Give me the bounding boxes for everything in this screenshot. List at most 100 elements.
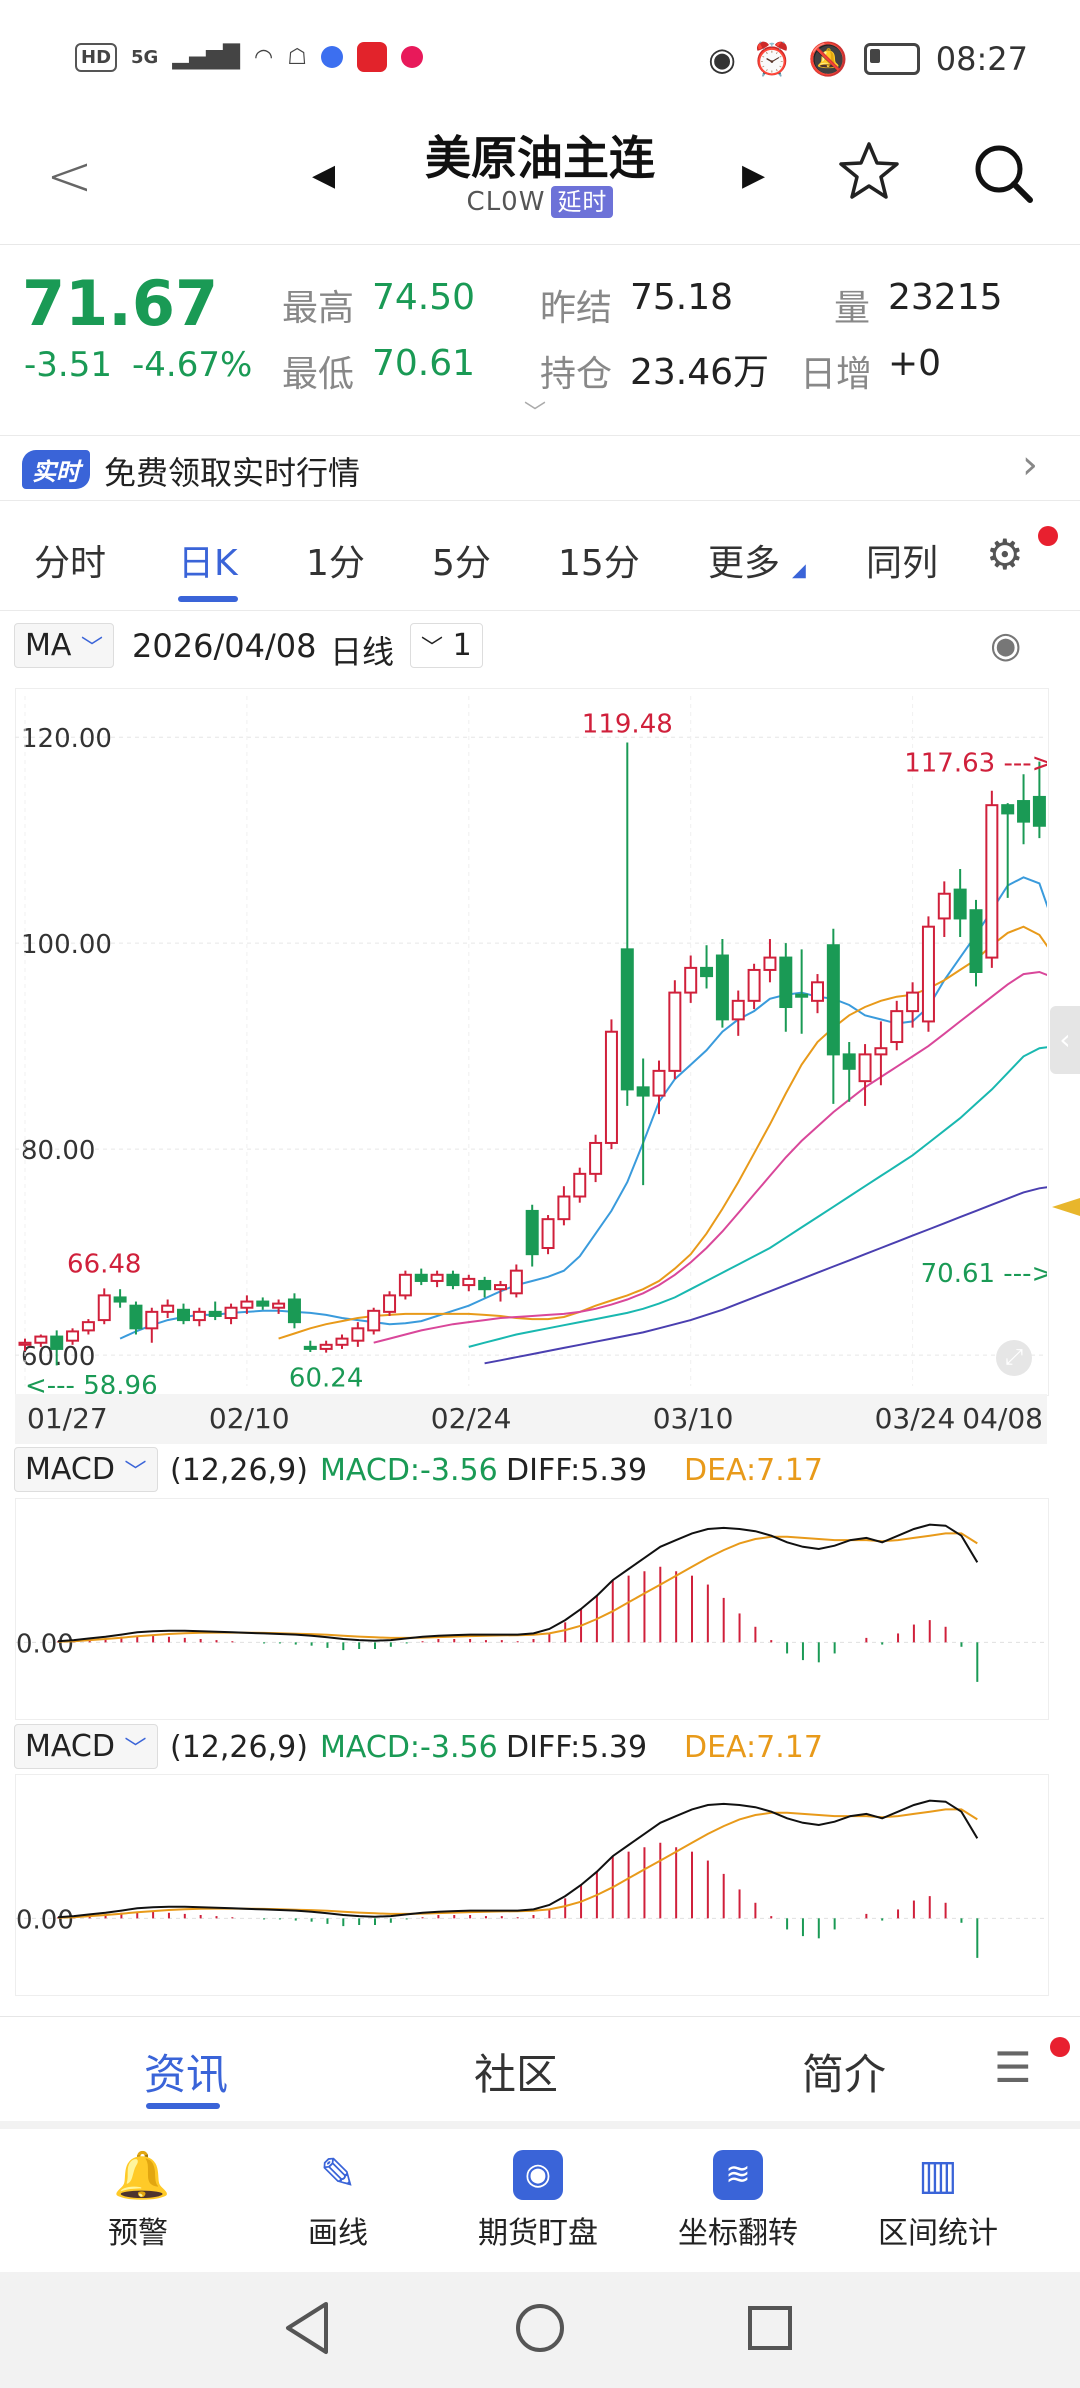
candle [208,1301,222,1321]
candle [287,1293,301,1329]
search-icon[interactable] [972,142,1034,204]
expand-icon[interactable]: ﹀ [524,401,547,426]
candle-body [367,1309,381,1332]
nav-home-icon[interactable] [514,2302,566,2354]
alarm-icon: ⏰ [752,40,792,78]
back-icon[interactable]: < [46,144,93,209]
tab-intraday[interactable]: 分时 [34,543,107,584]
candle-body [145,1310,159,1330]
candle-body [256,1300,270,1307]
candle [668,980,682,1080]
tool-flip[interactable]: ≋ 坐标翻转 [658,2150,818,2252]
candle-body [842,1053,856,1070]
quote-panel: 71.67 -3.51 -4.67% 最高 74.50 最低 70.61 昨结 … [0,245,1080,436]
candle [890,1000,904,1051]
macd-select-2[interactable]: MACD ﹀ [14,1724,158,1769]
app-icon-blue [320,46,343,68]
macd-select-1[interactable]: MACD ﹀ [14,1447,158,1492]
ma-line [119,876,1047,1340]
diff-label: DIFF: [506,1730,581,1765]
kline-chart[interactable]: 120.00100.0080.0060.0066.48119.4860.24<-… [15,688,1047,1394]
chevron-down-icon: ﹀ [124,1737,147,1762]
tool-alert[interactable]: 🔔 预警 [58,2150,218,2252]
notification-dot [1050,2037,1070,2057]
candle [113,1289,127,1308]
tab-community[interactable]: 社区 [474,2050,559,2099]
eye-icon[interactable]: ◉ [990,625,1022,666]
candle-body [715,954,729,1021]
fullscreen-icon[interactable]: ⤢ [996,1340,1032,1376]
candle [795,949,809,1034]
menu-icon[interactable]: ☰ [994,2043,1032,2092]
candle [66,1328,80,1345]
candle-body [906,991,920,1013]
diff-line [57,1523,979,1643]
macd-name: MACD [25,1452,115,1487]
candle [525,1204,539,1267]
candle-body [398,1273,412,1297]
candle [272,1299,286,1314]
price-marker [1052,1198,1080,1216]
header: < ◀ 美原油主连 CL0W 延时 ▶ [0,120,1080,245]
candle [858,1044,872,1106]
candle [937,881,951,937]
prev-settle-label: 昨结 [540,288,613,329]
star-icon[interactable] [838,140,900,202]
realtime-promo[interactable]: 实时 免费领取实时行情 › [0,436,1080,501]
candle-body [383,1294,397,1313]
x-axis: 01/27 02/10 02/24 03/10 03/24 04/08 [15,1394,1047,1444]
tab-1min[interactable]: 1分 [306,543,365,584]
nav-recents-icon[interactable] [746,2304,794,2352]
candle [747,963,761,1010]
diff-value: 5.39 [580,1730,648,1765]
candle [620,742,634,1106]
candle [383,1291,397,1316]
tool-watch-label: 期货盯盘 [478,2216,598,2251]
flip-icon: ≋ [713,2150,763,2200]
prev-settle-value: 75.18 [630,277,734,318]
tool-stats-label: 区间统计 [878,2216,998,2251]
low-value: 70.61 [372,343,476,384]
candle-body [890,1010,904,1044]
macd-params: (12,26,9) [170,1730,308,1765]
tab-15min[interactable]: 15分 [558,543,640,584]
candle [589,1134,603,1183]
tool-draw[interactable]: ✎ 画线 [258,2150,418,2252]
tab-peers[interactable]: 同列 [866,543,939,584]
y-tick-label: 100.00 [21,930,112,960]
app-icon-play [400,46,423,68]
tab-news[interactable]: 资讯 [144,2050,229,2099]
ma-line [373,970,1047,1344]
nav-back-icon[interactable] [282,2300,332,2356]
chevron-down-icon: ﹀ [80,636,103,661]
tab-daily-k[interactable]: 日K [178,543,238,584]
tool-stats[interactable]: ▥ 区间统计 [858,2150,1018,2252]
side-panel-handle[interactable]: ‹ [1050,1006,1080,1074]
gear-icon[interactable]: ⚙ [986,530,1024,579]
dea-label: DEA: [684,1453,757,1488]
clock: 08:27 [935,40,1028,78]
macd-chart-1[interactable]: 0.00 [15,1498,1049,1720]
price-change: -3.51 [24,345,112,385]
indicator-select[interactable]: MA ﹀ [14,623,114,668]
candle-body [272,1302,286,1309]
dea-line [57,1808,978,1919]
candle-body [494,1284,507,1291]
candle [715,939,729,1028]
next-contract-icon[interactable]: ▶ [742,158,766,193]
candle [303,1340,317,1353]
period-count-select[interactable]: ﹀ 1 [410,623,483,668]
tab-intro[interactable]: 简介 [802,2050,887,2099]
candle [684,955,698,1003]
tool-watch[interactable]: ◉ 期货盯盘 [458,2150,618,2252]
tab-more[interactable]: 更多 [708,543,781,584]
candle-body [636,1086,650,1097]
candle [763,939,777,983]
candle-body [161,1304,175,1313]
tab-5min[interactable]: 5分 [432,543,491,584]
macd-chart-2[interactable]: 0.00 [15,1774,1049,1996]
prev-contract-icon[interactable]: ◀ [312,158,336,193]
macd-label: MACD: [320,1730,421,1765]
tool-alert-label: 预警 [108,2216,168,2251]
candle-body [240,1300,254,1309]
